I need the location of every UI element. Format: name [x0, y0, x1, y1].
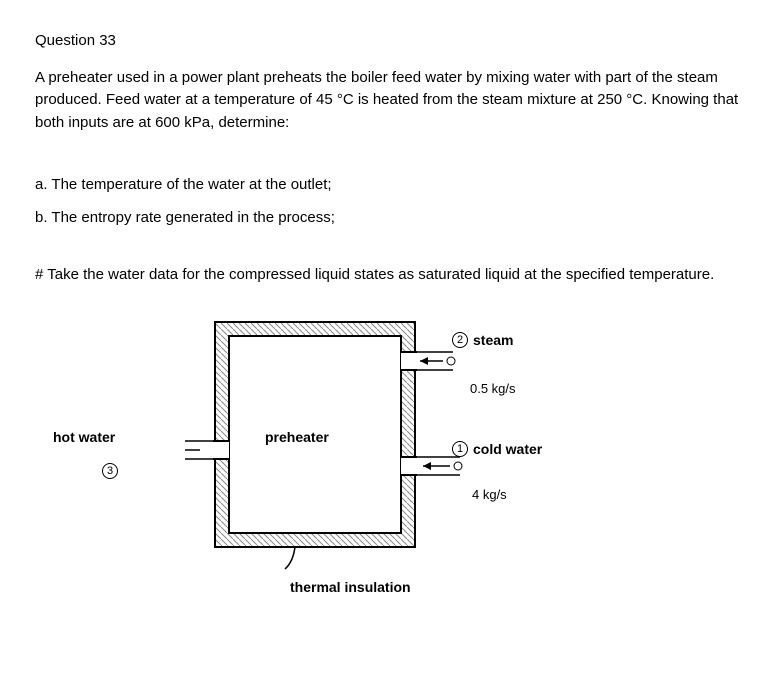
part-a: a. The temperature of the water at the o…	[35, 174, 748, 197]
question-intro: A preheater used in a power plant prehea…	[35, 67, 748, 135]
question-title: Question 33	[35, 30, 748, 53]
note-text: # Take the water data for the compressed…	[35, 264, 748, 287]
state-3-marker: 3	[102, 463, 118, 479]
steam-label: steam	[473, 330, 513, 351]
state-2-marker: 2	[452, 332, 468, 348]
diagram-container: hot water preheater steam cold water 0.5…	[35, 317, 635, 597]
steam-rate-label: 0.5 kg/s	[470, 379, 516, 399]
preheater-label: preheater	[265, 427, 329, 448]
hot-water-label: hot water	[53, 427, 115, 448]
thermal-insulation-label: thermal insulation	[290, 577, 411, 598]
cold-water-label: cold water	[473, 439, 542, 460]
state-1-marker: 1	[452, 441, 468, 457]
part-b: b. The entropy rate generated in the pro…	[35, 207, 748, 230]
water-rate-label: 4 kg/s	[472, 485, 507, 505]
